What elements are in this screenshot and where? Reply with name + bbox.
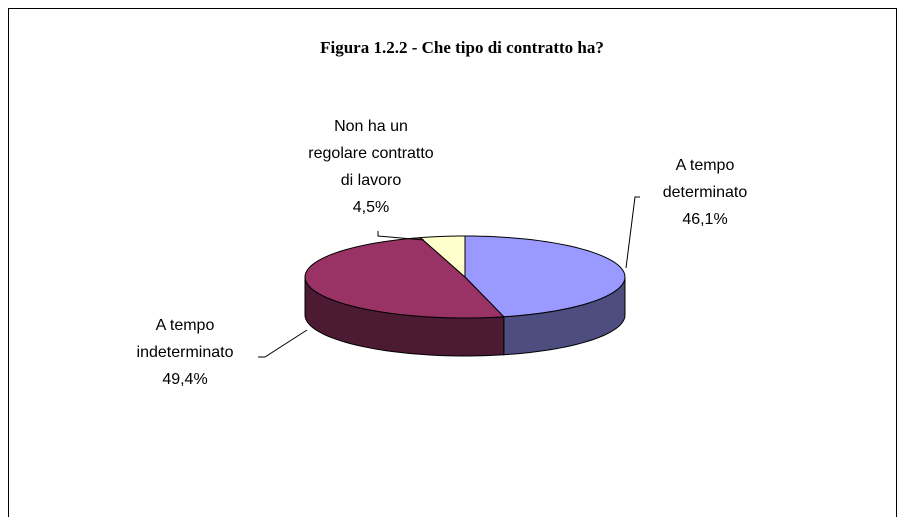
category-label: A tempo determinato [663,157,748,201]
pie-slice [304,237,505,319]
value-label: 4,5% [353,199,389,216]
leader-line [625,196,640,269]
category-label: A tempo indeterminato [137,317,234,361]
leader-line [258,329,308,358]
chart-title: Figura 1.2.2 - Che tipo di contratto ha? [320,38,604,57]
value-label: 49,4% [162,371,207,388]
pie-slice [464,235,626,318]
category-label: Non ha un regolare contratto di lavoro [308,118,434,189]
leader-line [377,231,425,241]
pie-slice [419,235,466,279]
value-label: 46,1% [682,211,727,228]
